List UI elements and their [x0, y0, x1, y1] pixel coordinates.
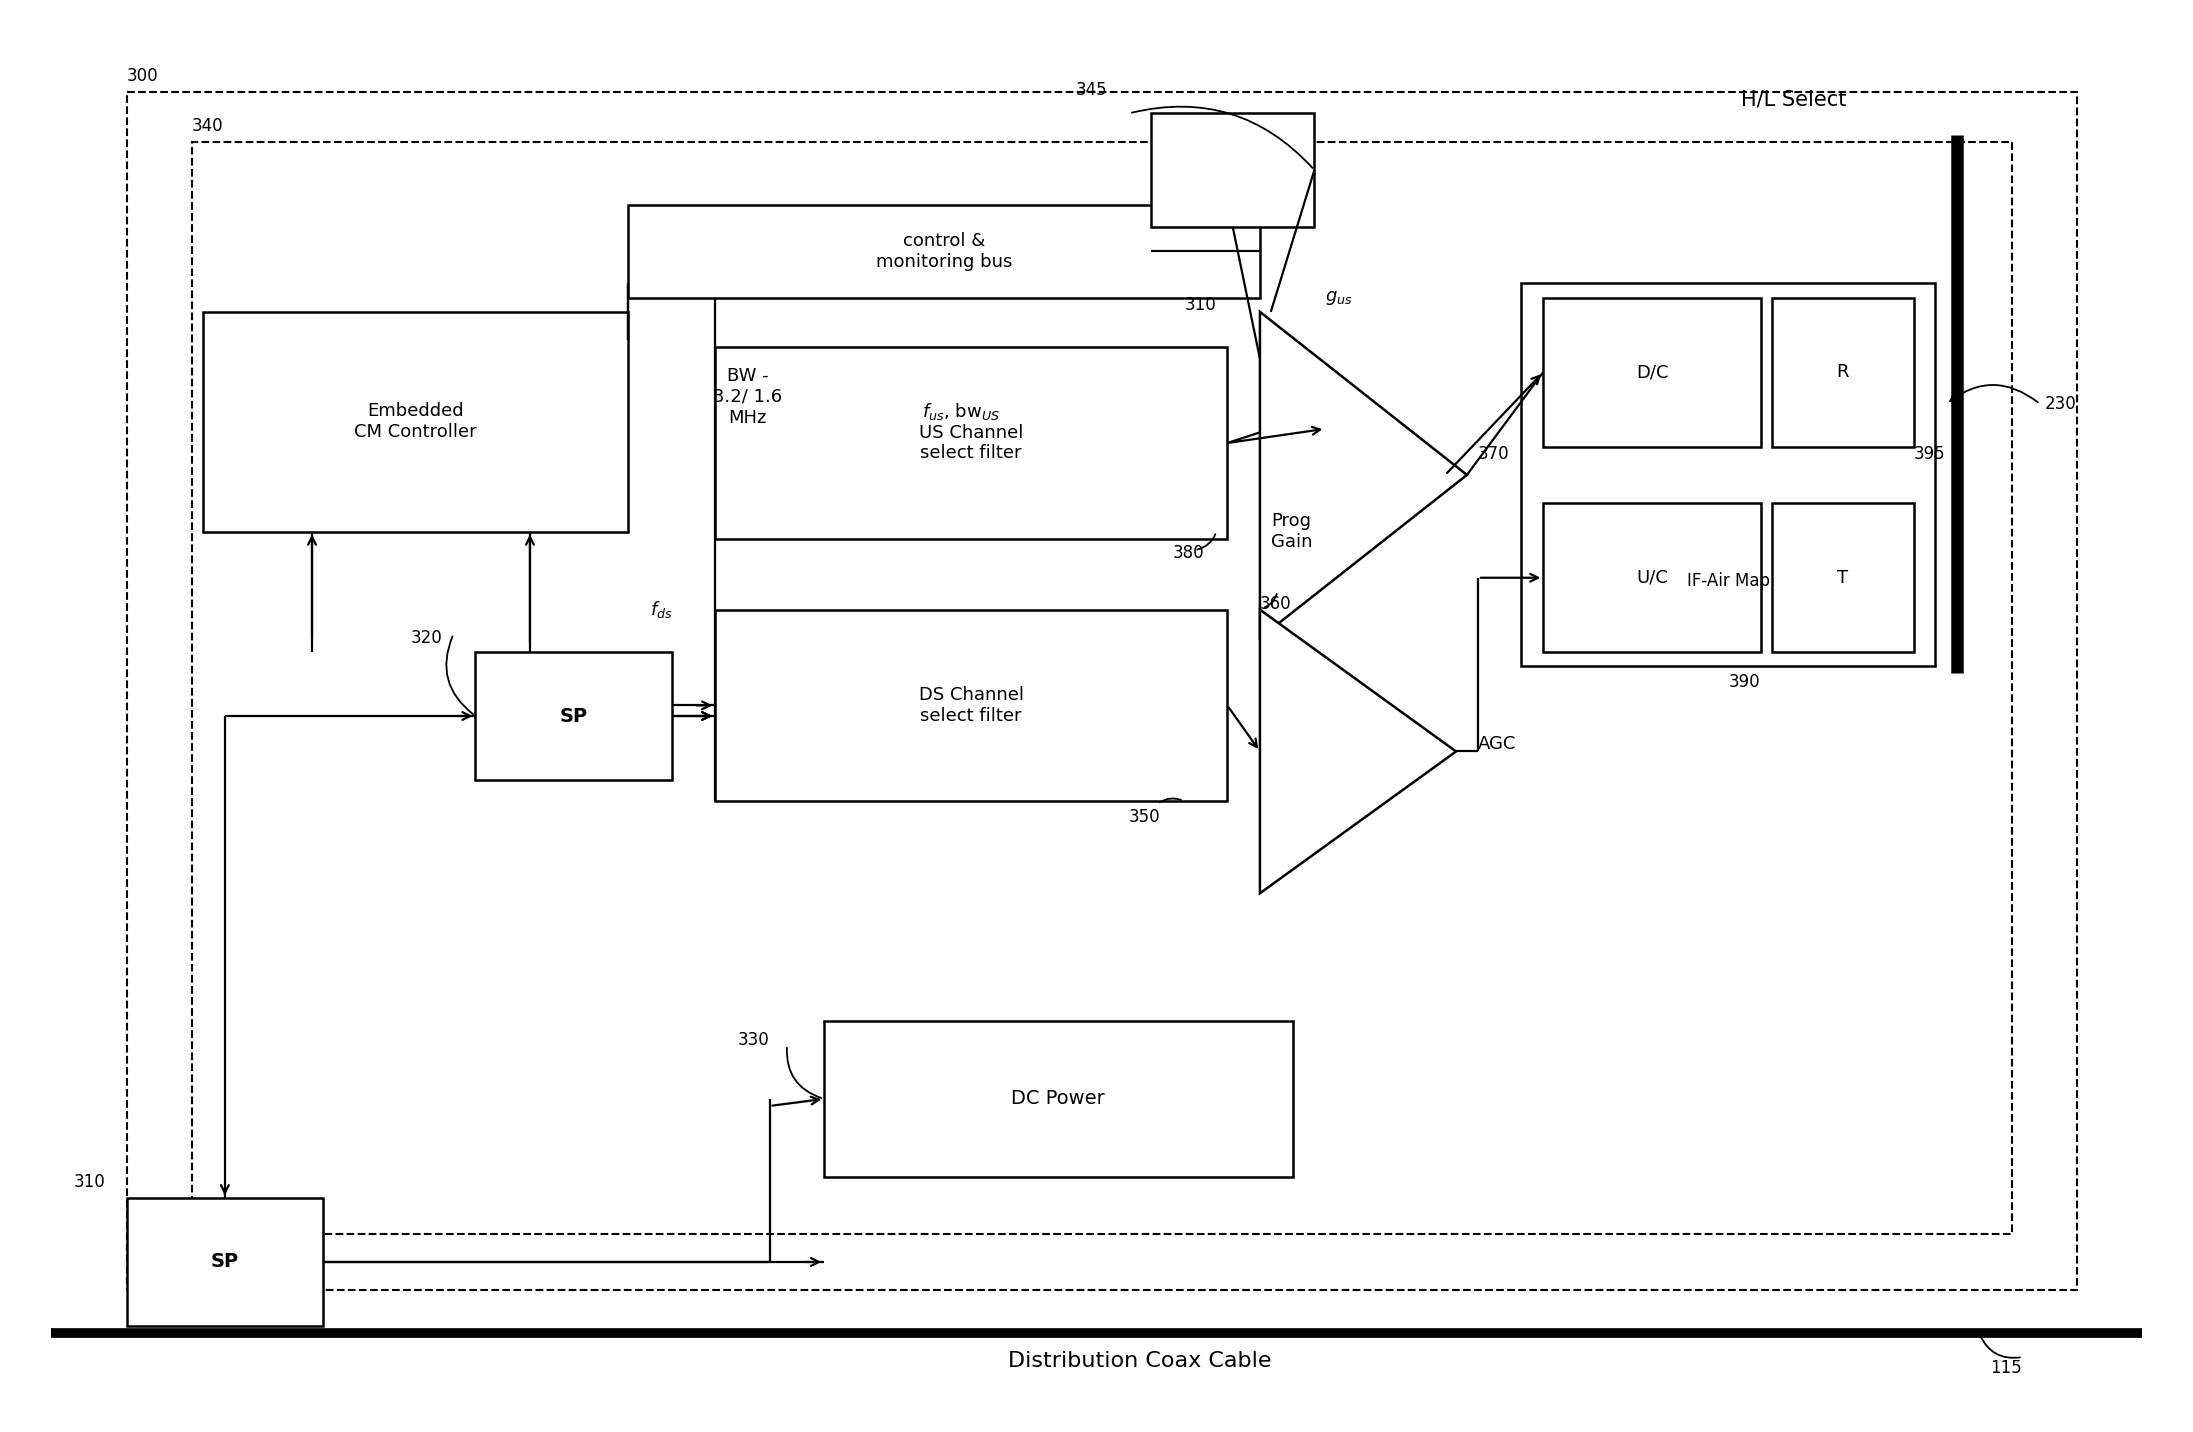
Text: D/C: D/C	[1636, 364, 1669, 381]
Text: H/L Select: H/L Select	[1741, 89, 1847, 109]
Bar	[127, 1199, 322, 1326]
Text: SP: SP	[559, 706, 588, 726]
Text: 330: 330	[737, 1031, 770, 1050]
Text: 310: 310	[72, 1173, 105, 1191]
Text: SP: SP	[211, 1253, 239, 1272]
Polygon shape	[1261, 312, 1467, 639]
Bar	[1522, 284, 1936, 666]
Text: 340: 340	[193, 116, 224, 135]
Text: 380: 380	[1173, 544, 1204, 561]
Polygon shape	[1261, 610, 1456, 894]
Text: 395: 395	[1914, 445, 1945, 463]
Bar	[1544, 503, 1761, 652]
Bar	[127, 92, 2077, 1290]
Text: $f_{us}$, bw$_{US}$: $f_{us}$, bw$_{US}$	[923, 401, 1000, 421]
Bar	[1772, 503, 1914, 652]
Text: R: R	[1836, 364, 1849, 381]
Bar	[1544, 298, 1761, 447]
Text: U/C: U/C	[1636, 569, 1669, 587]
Bar	[1772, 298, 1914, 447]
Text: 350: 350	[1129, 808, 1160, 826]
Text: T: T	[1838, 569, 1849, 587]
Text: 360: 360	[1261, 596, 1292, 613]
Bar	[715, 610, 1228, 800]
Text: US Channel
select filter: US Channel select filter	[919, 424, 1024, 463]
Bar	[627, 205, 1261, 298]
Text: 115: 115	[1989, 1359, 2022, 1378]
Bar	[1151, 113, 1314, 226]
Bar	[476, 652, 671, 780]
Bar	[204, 312, 627, 531]
Bar	[825, 1021, 1292, 1177]
Text: control &
monitoring bus: control & monitoring bus	[875, 232, 1013, 271]
Text: $f_{ds}$: $f_{ds}$	[649, 599, 673, 620]
Bar	[193, 142, 2011, 1233]
Text: DC Power: DC Power	[1011, 1090, 1105, 1108]
Text: Embedded
CM Controller: Embedded CM Controller	[355, 402, 476, 441]
Text: Distribution Coax Cable: Distribution Coax Cable	[1009, 1352, 1272, 1372]
Text: BW -
3.2/ 1.6
MHz: BW - 3.2/ 1.6 MHz	[713, 367, 783, 427]
Text: IF-Air Map: IF-Air Map	[1686, 573, 1770, 590]
Text: 320: 320	[410, 629, 443, 647]
Text: $g_{us}$: $g_{us}$	[1325, 289, 1353, 306]
Text: 345: 345	[1077, 82, 1107, 99]
Text: DS Channel
select filter: DS Channel select filter	[919, 686, 1024, 725]
Text: 230: 230	[2044, 395, 2077, 412]
Text: Prog
Gain: Prog Gain	[1270, 513, 1311, 551]
Bar	[715, 348, 1228, 538]
Text: AGC: AGC	[1478, 736, 1515, 753]
Text: 370: 370	[1478, 445, 1509, 463]
Text: 310: 310	[1184, 296, 1217, 314]
Text: 390: 390	[1728, 673, 1761, 692]
Text: 300: 300	[127, 67, 158, 84]
